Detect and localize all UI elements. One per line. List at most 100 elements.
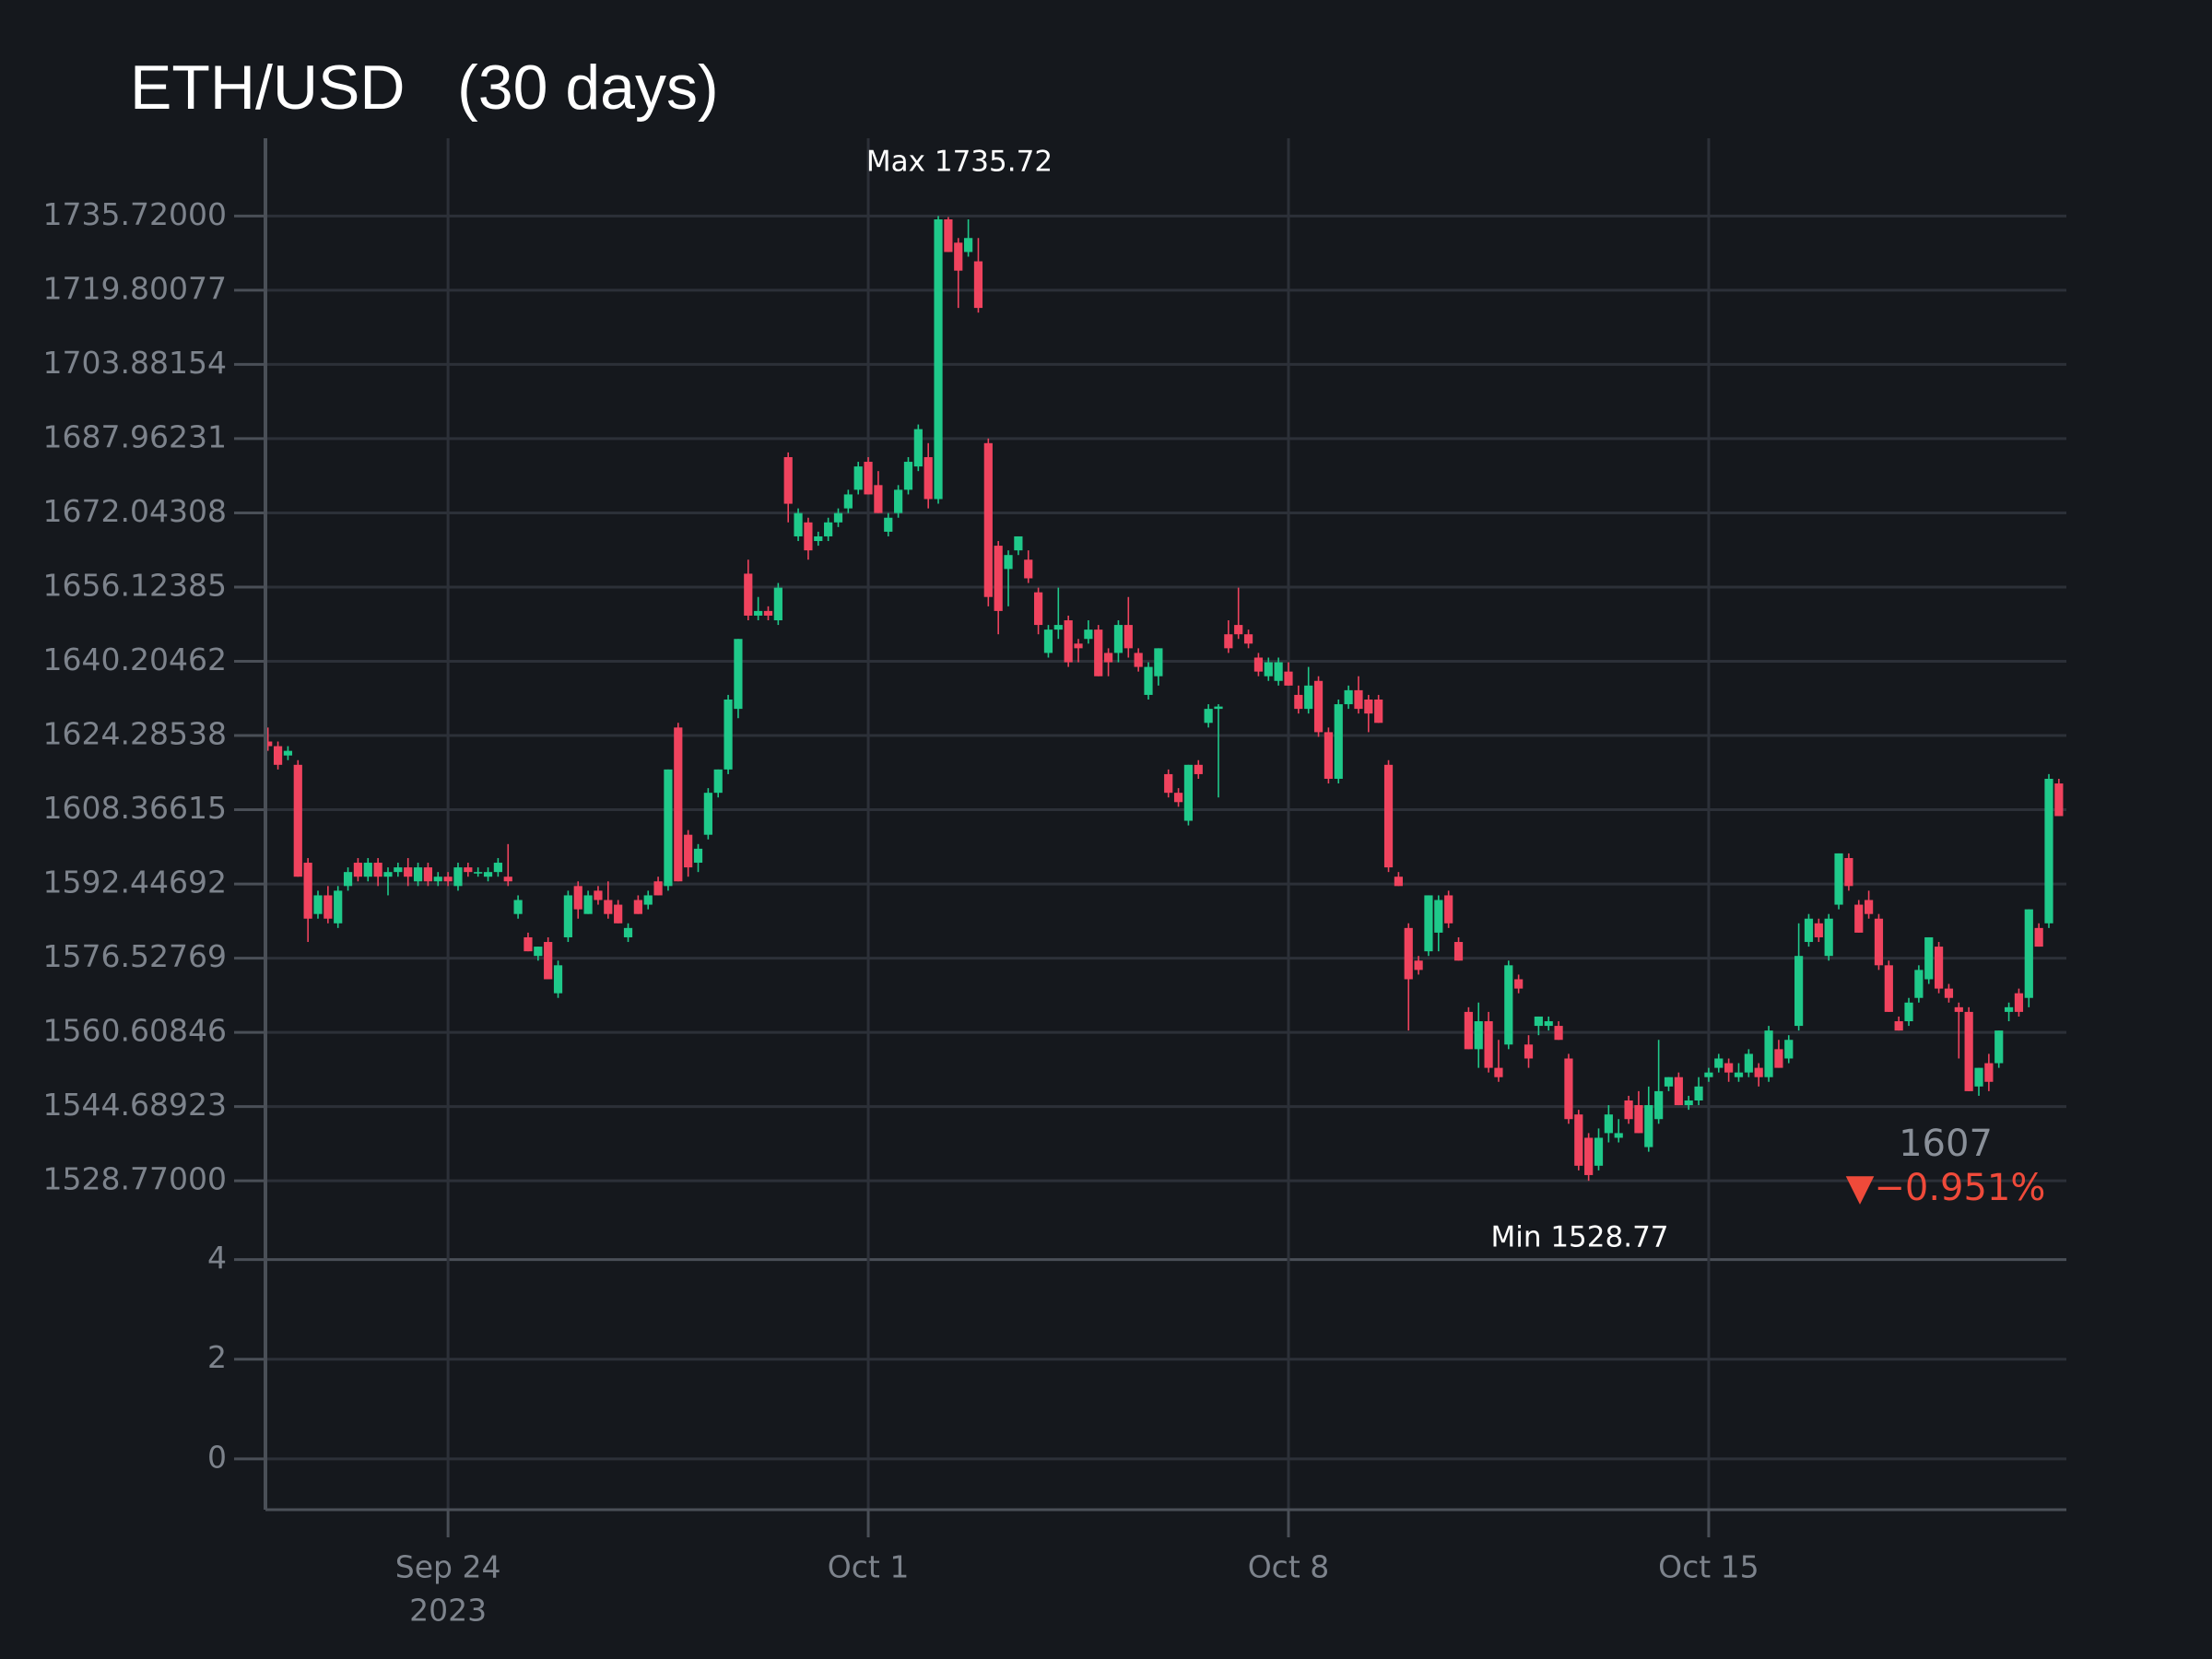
candle-body (1224, 634, 1233, 649)
y-tick-label: 1656.12385 (43, 567, 227, 603)
y-tick-label: 1528.77000 (43, 1161, 227, 1197)
candle-body (833, 512, 843, 523)
candle-body (954, 242, 963, 271)
candle-body (614, 904, 623, 924)
candle-body (1173, 793, 1183, 803)
candle-body (853, 466, 863, 490)
candle-body (433, 877, 442, 882)
candle-body (1714, 1058, 1724, 1068)
candle-body (924, 456, 933, 500)
candle-body (1144, 666, 1153, 695)
candle-body (373, 863, 382, 877)
candle-body (1774, 1049, 1783, 1068)
candle-body (1434, 900, 1443, 933)
candle-body (544, 942, 553, 980)
candle-body (1383, 764, 1394, 868)
candle-body (1784, 1040, 1794, 1059)
candle-body (664, 769, 673, 887)
candle-body (474, 872, 483, 874)
candle-body (794, 512, 803, 536)
x-tick-label: Oct 8 (1248, 1549, 1330, 1585)
candle-body (534, 947, 543, 957)
candle-body (1554, 1026, 1563, 1041)
candle-body (1974, 1067, 1983, 1087)
candle-body (1374, 700, 1383, 724)
candle-body (1344, 689, 1353, 705)
x-tick-year: 2023 (409, 1593, 487, 1629)
candle-body (1334, 704, 1343, 779)
candle-body (383, 872, 393, 877)
candle-body (483, 872, 493, 877)
candle-body (1654, 1090, 1664, 1120)
candle-body (264, 741, 273, 747)
y-tick-label: 1703.88154 (43, 345, 227, 381)
candle-body (343, 872, 353, 887)
candle-body (1834, 853, 1843, 905)
candle-body (1364, 700, 1373, 714)
candle-body (1103, 653, 1113, 663)
candle-body (1704, 1072, 1713, 1077)
candle-body (1084, 629, 1093, 640)
indicator-value: 1607 (1899, 1123, 1993, 1165)
candle-body (1574, 1114, 1583, 1166)
candle-body (583, 895, 593, 914)
candle-body (894, 489, 903, 513)
candle-body (1544, 1021, 1553, 1027)
candle-body (1134, 653, 1143, 667)
candle-body (1854, 904, 1864, 933)
candle-body (1234, 625, 1243, 635)
candle-body (783, 456, 793, 504)
candle-body (713, 769, 723, 794)
candle-body (913, 429, 923, 467)
candle-body (394, 867, 403, 873)
candle-body (1124, 625, 1133, 649)
y-tick-label: 1592.44692 (43, 865, 227, 900)
x-tick-label: Sep 24 (395, 1549, 501, 1585)
candle-body (553, 965, 563, 994)
candle-body (524, 936, 533, 952)
candle-body (443, 877, 453, 882)
candle-body (1053, 625, 1063, 630)
candle-body (1824, 918, 1833, 957)
candle-body (1604, 1114, 1613, 1134)
candle-body (773, 587, 782, 621)
candle-body (573, 886, 582, 910)
candle-body (1394, 877, 1403, 887)
candle-body (763, 610, 773, 616)
chart-title: ETH/USD (30 days) (130, 53, 719, 123)
candle-body (864, 462, 873, 495)
candle-body (623, 927, 633, 937)
candle-body (1474, 1021, 1483, 1050)
candle-body (1253, 657, 1264, 672)
candle-body (1754, 1067, 1763, 1077)
candle-body (1664, 1077, 1674, 1087)
candle-body (1024, 559, 1033, 579)
candle-body (464, 867, 473, 873)
candle-body (453, 867, 463, 887)
candle-body (1154, 648, 1163, 677)
y2-tick-label: 0 (207, 1439, 227, 1475)
candle-body (2024, 909, 2033, 998)
candle-body (513, 900, 523, 914)
candle-body (1113, 625, 1124, 653)
candle-body (824, 522, 833, 536)
candle-body (934, 219, 943, 500)
candle-body (1674, 1077, 1683, 1106)
candle-body (413, 867, 423, 882)
candle-body (1564, 1058, 1573, 1120)
candle-body (1614, 1133, 1623, 1138)
candle-body (674, 727, 683, 882)
candle-body (964, 238, 973, 253)
candle-body (754, 610, 763, 616)
candle-body (1324, 732, 1334, 779)
candle-body (2004, 1006, 2014, 1012)
y-tick-label: 1576.52769 (43, 938, 227, 974)
candle-body (1294, 694, 1303, 710)
min-annotation: Min 1528.77 (1490, 1221, 1668, 1254)
y-tick-label: 1544.68923 (43, 1087, 227, 1123)
candle-body (1934, 947, 1944, 989)
candle-body (643, 895, 653, 905)
candle-body (1865, 900, 1874, 914)
